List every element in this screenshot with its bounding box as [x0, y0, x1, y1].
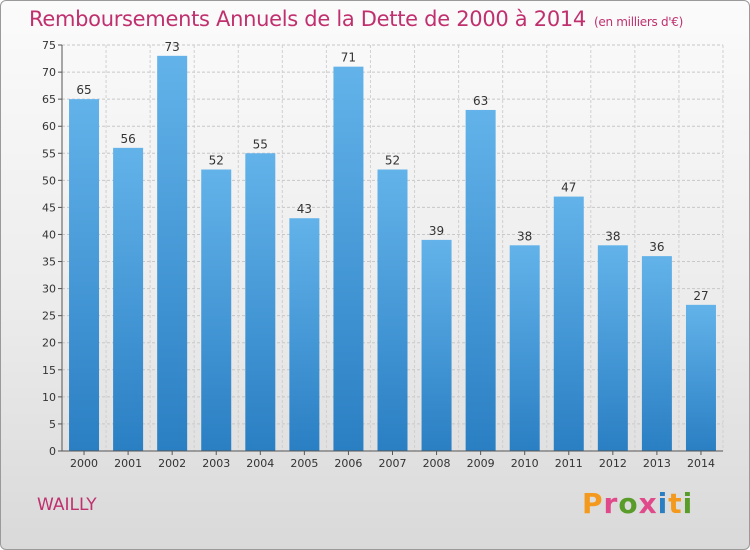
value-label-2010: 38 — [517, 229, 532, 243]
logo-letter: o — [618, 487, 639, 520]
y-tick-label-30: 30 — [42, 283, 56, 296]
bar-2005 — [289, 218, 320, 451]
value-label-2014: 27 — [693, 289, 708, 303]
x-tick-label-2013: 2013 — [643, 457, 671, 470]
bar-2004 — [245, 153, 276, 451]
y-tick-label-35: 35 — [42, 256, 56, 269]
x-tick-label-2012: 2012 — [599, 457, 627, 470]
x-tick-label-2007: 2007 — [379, 457, 407, 470]
value-label-2013: 36 — [649, 240, 664, 254]
bar-2013 — [641, 256, 672, 451]
x-tick-label-2011: 2011 — [555, 457, 583, 470]
bar-2008 — [421, 239, 452, 451]
value-label-2011: 47 — [561, 181, 576, 195]
x-tick-label-2002: 2002 — [158, 457, 186, 470]
chart-title-text: Remboursements Annuels de la Dette de 20… — [29, 7, 586, 31]
x-tick-label-2009: 2009 — [467, 457, 495, 470]
bar-2014 — [685, 304, 716, 451]
y-tick-label-40: 40 — [42, 228, 56, 241]
bar-2010 — [509, 245, 540, 451]
logo-letter: P — [582, 487, 604, 520]
x-tick-label-2004: 2004 — [246, 457, 274, 470]
logo-letter: i — [657, 487, 669, 520]
value-label-2006: 71 — [341, 51, 356, 65]
labels: 0 5 10 15 20 25 30 35 40 45 50 55 60 65 70 75 65 2000 56 20… — [42, 39, 715, 470]
value-label-2007: 52 — [385, 154, 400, 168]
y-tick-label-25: 25 — [42, 310, 56, 323]
value-label-2002: 73 — [165, 40, 180, 54]
y-tick-label-55: 55 — [42, 147, 56, 160]
bar-2000 — [69, 99, 100, 451]
y-tick-label-0: 0 — [49, 445, 56, 458]
y-tick-label-5: 5 — [49, 418, 56, 431]
logo-letter: r — [603, 487, 619, 520]
y-tick-label-60: 60 — [42, 120, 56, 133]
y-tick-label-75: 75 — [42, 39, 56, 52]
bars — [69, 55, 716, 452]
x-tick-label-2008: 2008 — [423, 457, 451, 470]
bar-2002 — [157, 55, 188, 452]
logo-letter: i — [682, 487, 694, 520]
chart-title: Remboursements Annuels de la Dette de 20… — [29, 7, 683, 31]
value-label-2003: 52 — [209, 154, 224, 168]
x-tick-label-2006: 2006 — [334, 457, 362, 470]
y-tick-label-70: 70 — [42, 66, 56, 79]
value-label-2004: 55 — [253, 137, 268, 151]
value-label-2008: 39 — [429, 224, 444, 238]
y-tick-label-50: 50 — [42, 174, 56, 187]
value-label-2001: 56 — [120, 132, 135, 146]
y-tick-label-65: 65 — [42, 93, 56, 106]
y-tick-label-20: 20 — [42, 337, 56, 350]
value-label-2005: 43 — [297, 202, 312, 216]
bar-2001 — [113, 147, 144, 451]
bar-2009 — [465, 109, 496, 452]
bar-2007 — [377, 169, 408, 452]
value-label-2012: 38 — [605, 229, 620, 243]
y-tick-label-10: 10 — [42, 391, 56, 404]
bar-2003 — [201, 169, 232, 452]
value-label-2009: 63 — [473, 94, 488, 108]
x-tick-label-2010: 2010 — [511, 457, 539, 470]
x-tick-label-2000: 2000 — [70, 457, 98, 470]
x-tick-label-2014: 2014 — [687, 457, 715, 470]
axes — [58, 44, 723, 455]
y-tick-label-15: 15 — [42, 364, 56, 377]
bar-2012 — [597, 245, 628, 451]
bar-2011 — [553, 196, 584, 451]
x-tick-label-2005: 2005 — [290, 457, 318, 470]
y-tick-label-45: 45 — [42, 201, 56, 214]
logo-letter: t — [668, 487, 683, 520]
x-tick-label-2001: 2001 — [114, 457, 142, 470]
proxiti-logo: Proxiti — [582, 487, 693, 520]
commune-name: WAILLY — [37, 495, 97, 515]
bar-2006 — [333, 66, 364, 452]
logo-letter: x — [638, 487, 658, 520]
value-label-2000: 65 — [76, 83, 91, 97]
x-tick-label-2003: 2003 — [202, 457, 230, 470]
chart-unit: (en milliers d'€) — [594, 15, 684, 29]
